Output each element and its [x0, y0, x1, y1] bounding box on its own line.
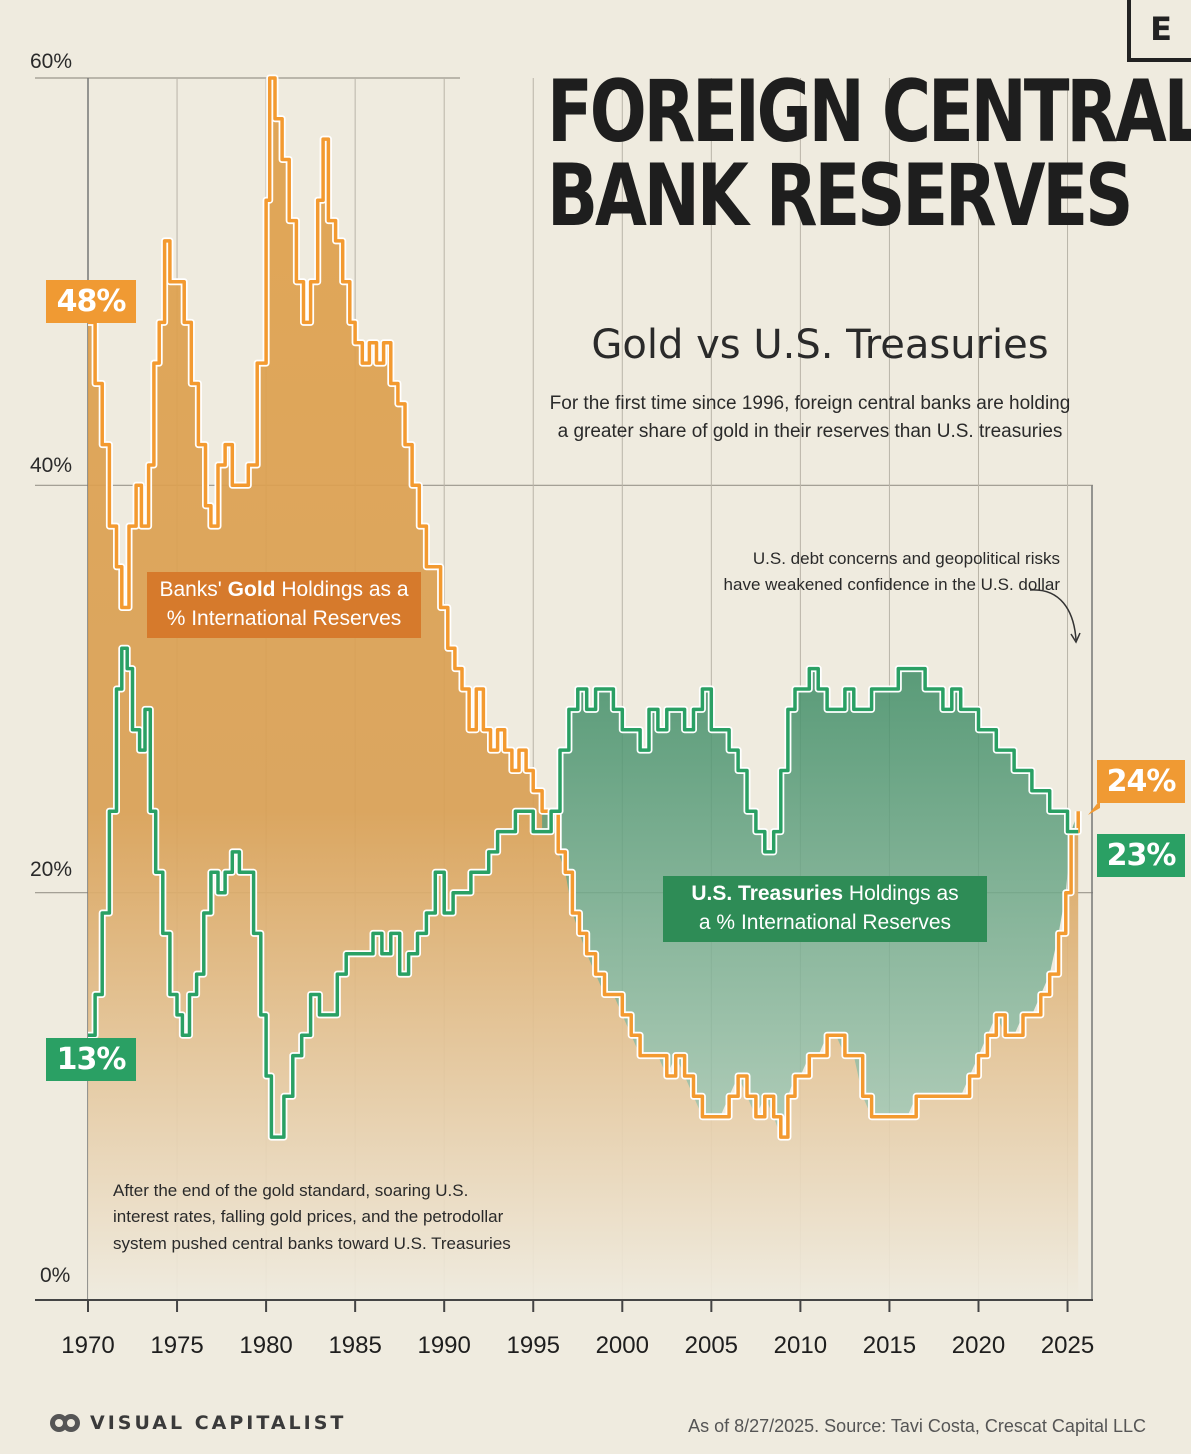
gold-end-pointer: [1088, 800, 1100, 815]
x-tick-label: 1995: [506, 1332, 560, 1359]
annotation-top: U.S. debt concerns and geopolitical risk…: [620, 546, 1060, 597]
x-tick-label: 2000: [595, 1332, 649, 1359]
brand-logo: E: [1127, 0, 1191, 62]
x-tick-label: 1970: [61, 1332, 115, 1359]
x-tick-marks: [87, 1300, 1069, 1312]
x-tick-label: 1975: [150, 1332, 204, 1359]
treasuries-end-value-badge: 23%: [1097, 834, 1185, 877]
description-line-2: a greater share of gold in their reserve…: [557, 420, 1063, 442]
footer-brand: VISUAL CAPITALIST: [48, 1412, 346, 1434]
gold-start-value-badge: 48%: [46, 280, 136, 323]
treasuries-series-label: U.S. Treasuries Holdings as a % Internat…: [663, 876, 987, 942]
x-tick-label: 1990: [417, 1332, 471, 1359]
annotation-bottom-line-1: After the end of the gold standard, soar…: [113, 1181, 469, 1200]
annotation-bottom-line-2: interest rates, falling gold prices, and…: [113, 1207, 504, 1227]
annotation-top-line-2: have weakened confidence in the U.S. dol…: [723, 574, 1060, 594]
gold-series-label: Banks' Gold Holdings as a % Internationa…: [147, 572, 421, 638]
brand-logo-letter: E: [1150, 10, 1172, 48]
y-tick-label: 40%: [30, 454, 73, 477]
x-tick-label: 2015: [862, 1332, 917, 1359]
x-tick-label: 1980: [239, 1332, 293, 1359]
page-title: FOREIGN CENTRAL BANK RESERVES: [547, 62, 1191, 247]
annotation-bottom-line-3: system pushed central banks toward U.S. …: [113, 1233, 511, 1253]
x-tick-label: 2005: [684, 1332, 739, 1359]
treasuries-label-line-2: a % International Reserves: [698, 910, 952, 934]
gold-label-suffix: Holdings as a: [275, 578, 409, 601]
title-line-2: BANK RESERVES: [547, 146, 1133, 247]
y-tick-label: 20%: [30, 858, 73, 881]
treasuries-series-line: [88, 646, 1079, 1139]
page-subtitle: Gold vs U.S. Treasuries: [591, 322, 1049, 368]
treasuries-label-bold: U.S. Treasuries: [691, 882, 844, 905]
description: For the first time since 1996, foreign c…: [470, 390, 1150, 445]
title-line-1: FOREIGN CENTRAL: [547, 62, 1191, 162]
gold-label-prefix: Banks': [159, 578, 228, 601]
x-tick-label: 2010: [773, 1332, 828, 1359]
gold-label-line-2: % International Reserves: [166, 606, 402, 630]
treasuries-label-suffix: Holdings as: [843, 882, 959, 905]
footer-brand-name: VISUAL CAPITALIST: [90, 1412, 347, 1434]
description-line-1: For the first time since 1996, foreign c…: [549, 393, 1071, 414]
x-tick-label: 2025: [1040, 1332, 1095, 1359]
y-tick-label: 0%: [40, 1264, 71, 1287]
footer-source: As of 8/27/2025. Source: Tavi Costa, Cre…: [688, 1416, 1146, 1436]
x-tick-label: 2020: [951, 1332, 1006, 1359]
visual-capitalist-logo-icon: [50, 1414, 80, 1432]
gold-label-bold: Gold: [227, 578, 276, 601]
annotation-arrow: [1029, 589, 1077, 641]
annotation-top-line-1: U.S. debt concerns and geopolitical risk…: [752, 549, 1060, 568]
gold-end-value-badge: 24%: [1097, 760, 1185, 803]
x-tick-label: 1985: [328, 1332, 382, 1359]
annotation-arrowhead: [1070, 632, 1081, 644]
gold-series-line: [88, 76, 1080, 1139]
y-tick-label: 60%: [30, 50, 73, 73]
annotation-bottom: After the end of the gold standard, soar…: [113, 1178, 583, 1257]
treasuries-start-value-badge: 13%: [46, 1038, 136, 1081]
